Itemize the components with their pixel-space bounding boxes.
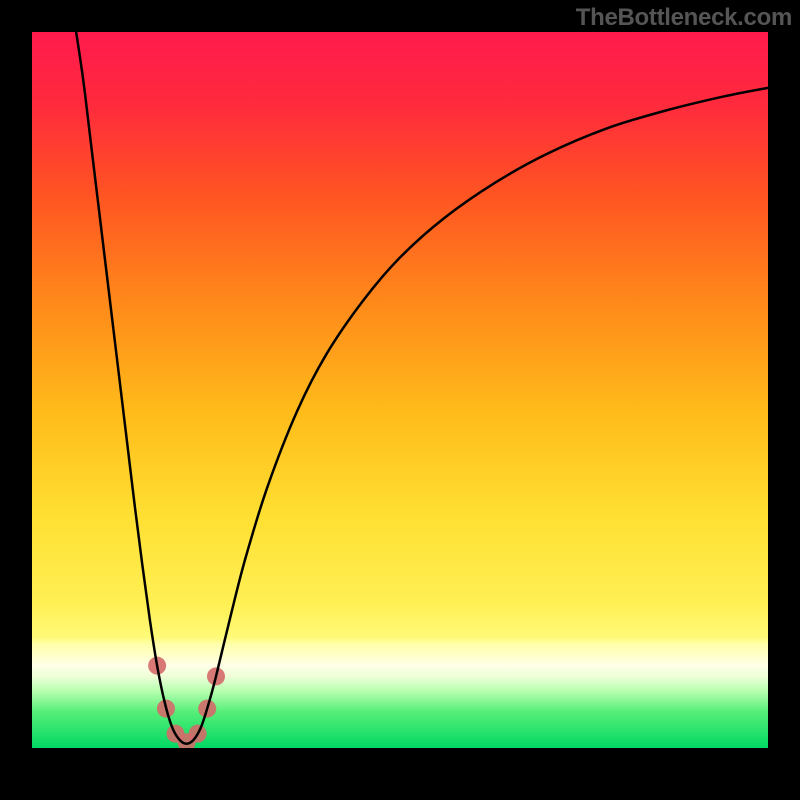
- watermark-text: TheBottleneck.com: [576, 0, 800, 32]
- bottleneck-chart: [0, 0, 800, 800]
- chart-gradient-bg: [32, 32, 768, 748]
- chart-container: TheBottleneck.com: [0, 0, 800, 800]
